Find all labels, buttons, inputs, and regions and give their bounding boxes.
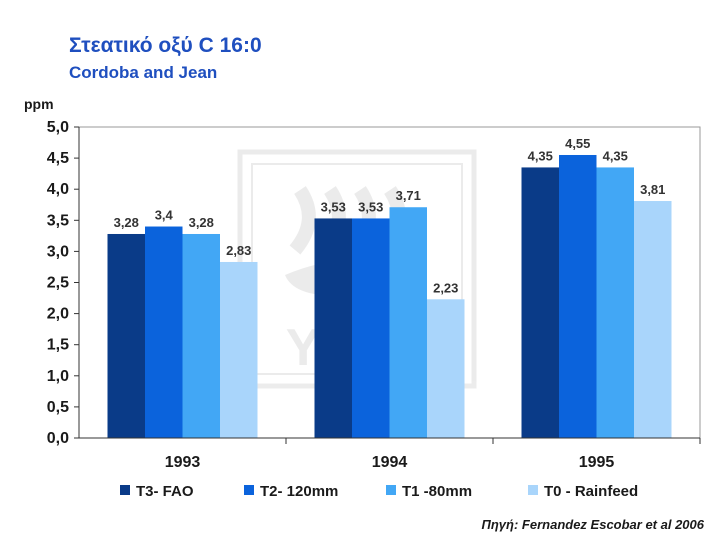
data-label: 4,35 [603,148,628,163]
x-tick-label: 1995 [579,454,615,471]
bar [559,154,597,439]
legend-label: T1 -80mm [402,483,472,500]
y-tick-label: 0,0 [47,430,69,447]
data-label: 4,55 [565,136,590,151]
chart-subtitle: Cordoba and Jean [69,63,218,82]
y-tick-label: 2,0 [47,306,69,323]
y-tick-label: 3,5 [47,212,69,229]
bar [521,167,559,438]
legend-swatch [528,485,538,495]
bar [107,233,145,438]
legend-swatch [120,485,130,495]
legend-label: T2- 120mm [260,483,338,500]
source-note: Πηγή: Fernandez Escobar et al 2006 [481,517,704,532]
data-label: 3,71 [396,188,421,203]
legend-swatch [244,485,254,495]
chart-title: Στεατικό οξύ C 16:0 [69,34,262,57]
y-tick-label: 3,0 [47,243,69,260]
data-label: 3,28 [114,215,139,230]
x-tick-label: 1994 [372,454,408,471]
data-label: 2,23 [433,280,458,295]
y-tick-label: 4,5 [47,150,69,167]
y-tick-label: 1,0 [47,368,69,385]
data-label: 3,4 [155,208,174,223]
legend-label: T3- FAO [136,483,194,500]
y-tick-label: 4,0 [47,181,69,198]
data-label: 3,81 [640,182,665,197]
data-label: 4,35 [528,148,553,163]
bar [182,233,220,438]
y-axis-label: ppm [24,96,54,112]
bar [427,299,465,438]
bar [220,261,258,438]
bar [314,218,352,438]
bar [596,167,634,438]
data-label: 3,53 [321,199,346,214]
y-tick-label: 0,5 [47,399,69,416]
bar [634,201,672,438]
y-tick-label: 1,5 [47,337,69,354]
x-tick-label: 1993 [165,454,201,471]
legend-swatch [386,485,396,495]
bar [145,226,183,438]
y-tick-label: 5,0 [47,119,69,136]
bar [389,207,427,438]
legend-label: T0 - Rainfeed [544,483,638,500]
y-tick-label: 2,5 [47,275,69,292]
data-label: 3,53 [358,199,383,214]
data-label: 2,83 [226,243,251,258]
bar [352,218,390,438]
data-label: 3,28 [189,215,214,230]
